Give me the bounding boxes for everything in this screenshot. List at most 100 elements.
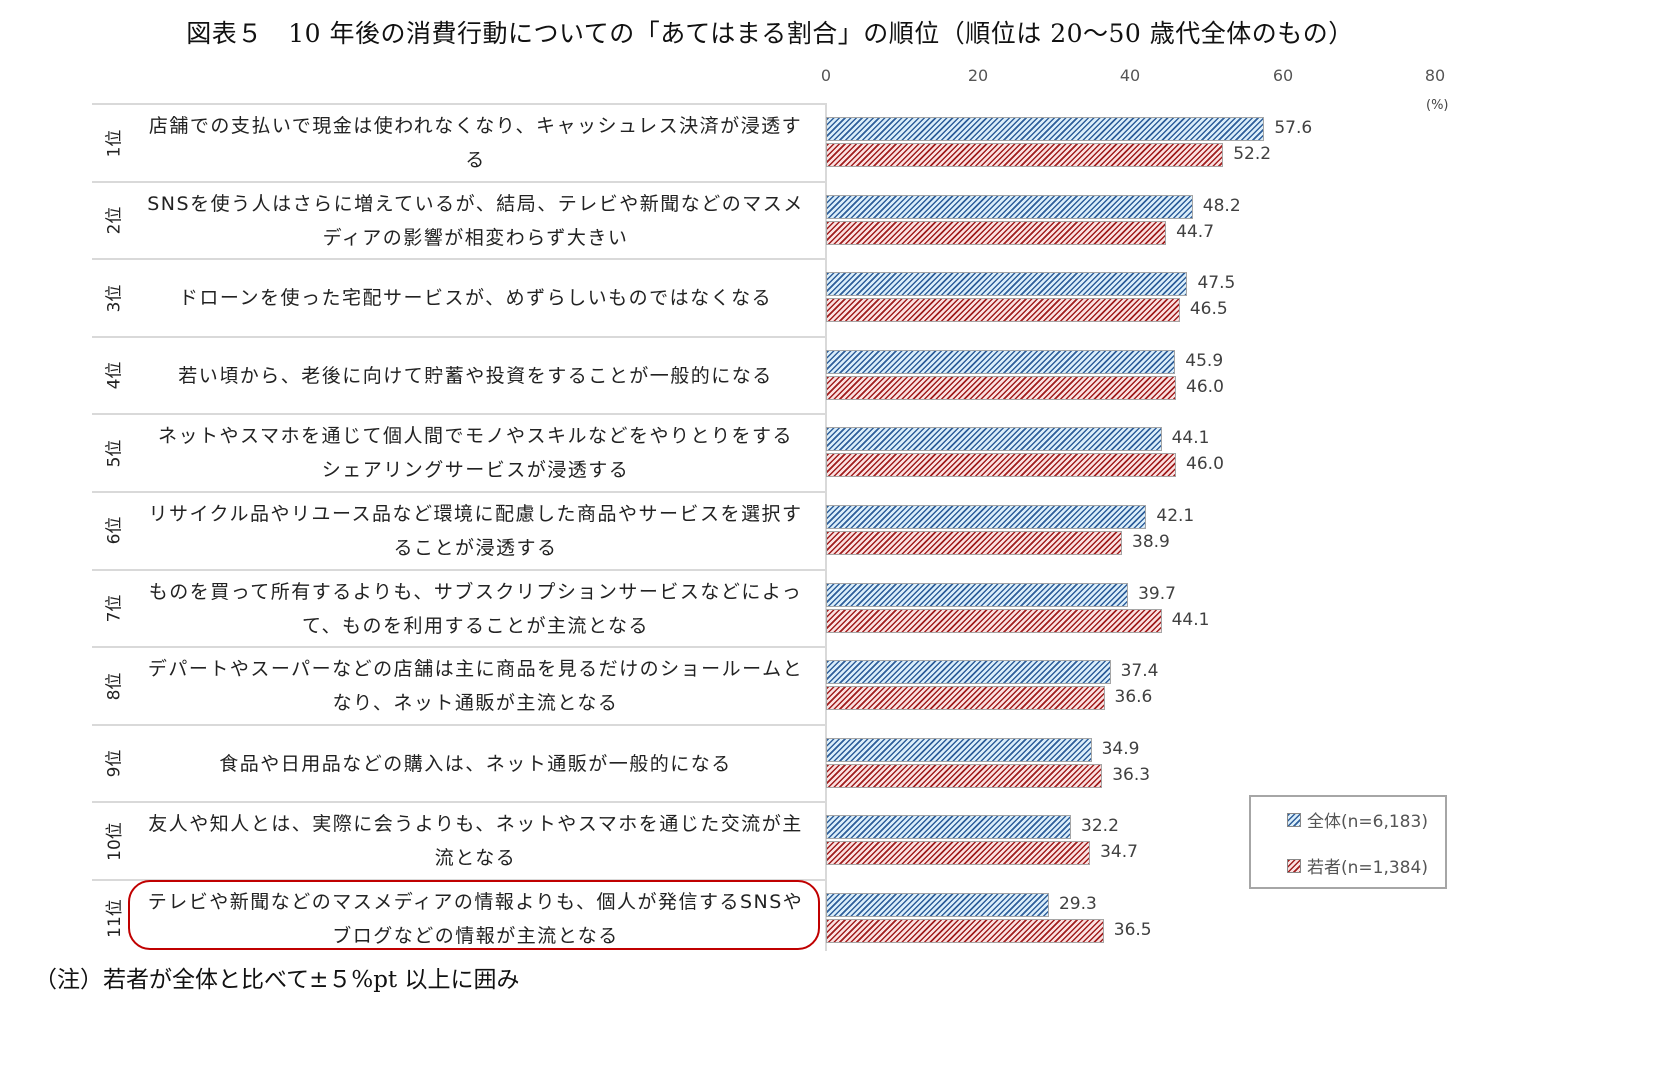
value-label-young: 38.9 (1132, 531, 1170, 552)
bar-young (826, 530, 1123, 555)
rank-label: 6位 (92, 493, 132, 569)
category-row: 6位 リサイクル品やリユース品など環境に配慮した商品やサービスを選択す ることが浸透… (92, 490, 825, 569)
legend-label-all: 全体(n=6,183) (1307, 812, 1428, 832)
legend-label-young: 若者(n=1,384) (1307, 858, 1428, 878)
value-label-young: 44.1 (1171, 609, 1210, 630)
category-row: 4位 若い頃から、老後に向けて貯蓄や投資をすることが一般的になる (92, 335, 825, 414)
category-line2: る (465, 149, 486, 171)
value-label-all: 45.9 (1185, 350, 1224, 371)
category-text: ネットやスマホを通じて個人間でモノやスキルなどをやりとりをする シェアリングサービ… (140, 415, 811, 491)
category-row: 5位 ネットやスマホを通じて個人間でモノやスキルなどをやりとりをする シェアリングサ… (92, 413, 825, 491)
rank-text: 2位 (104, 206, 125, 235)
bar-group: 34.9 36.3 (826, 724, 1466, 802)
x-tick: 80 (1424, 66, 1446, 85)
rank-text: 1位 (104, 129, 125, 157)
bar-young (826, 298, 1180, 323)
value-label-young: 36.5 (1113, 919, 1152, 940)
rank-label: 8位 (92, 648, 132, 724)
value-label-all: 57.6 (1274, 118, 1313, 138)
bar-group: 48.2 44.7 (826, 181, 1466, 259)
bar-young (826, 918, 1104, 943)
category-line1: テレビや新聞などのマスメディアの情報よりも、個人が発信するSNSや (147, 890, 804, 913)
rank-label: 5位 (92, 415, 132, 491)
legend: 全体(n=6,183) 若者(n=1,384) (1249, 795, 1447, 889)
category-text: 食品や日用品などの購入は、ネット通販が一般的になる (140, 726, 811, 802)
legend-item-all: 全体(n=6,183) (1287, 807, 1428, 832)
bar-young (826, 686, 1105, 711)
bar-young (826, 841, 1091, 866)
value-label-all: 47.5 (1197, 273, 1236, 294)
bar-all (826, 194, 1193, 219)
bar-all (826, 427, 1162, 452)
bar-all (826, 349, 1176, 374)
bar-young (826, 763, 1103, 788)
rank-text: 7位 (104, 594, 125, 623)
value-label-young: 44.7 (1176, 221, 1215, 242)
rank-label: 4位 (92, 338, 132, 414)
bar-all (826, 582, 1129, 607)
rank-text: 10位 (104, 822, 125, 861)
highlight-frame (128, 880, 820, 950)
category-text: テレビや新聞などのマスメディアの情報よりも、個人が発信するSNSや ブログなどの情… (140, 881, 811, 957)
category-line2: ることが浸透する (393, 536, 558, 559)
legend-swatch-young (1287, 858, 1301, 873)
bar-all (826, 117, 1265, 141)
bar-chart: 57.6 52.2 48.2 44.7 47.5 46.5 45.9 46.0 44.1 46.0… (826, 103, 1466, 957)
bar-all (826, 892, 1049, 917)
footnote: （注）若者が全体と比べて±５%pt 以上に囲み (34, 967, 520, 993)
bar-young (826, 453, 1177, 478)
category-line1: 食品や日用品などの購入は、ネット通販が一般的になる (219, 752, 732, 775)
bar-all (826, 272, 1188, 297)
x-tick: 20 (967, 66, 989, 85)
rank-label: 9位 (92, 726, 132, 802)
value-label-young: 34.7 (1100, 842, 1138, 863)
category-line1: 友人や知人とは、実際に会うよりも、ネットやスマホを通じた交流が主 (148, 813, 803, 836)
value-label-young: 46.0 (1186, 454, 1224, 475)
x-tick: 40 (1119, 66, 1141, 85)
bar-young (826, 143, 1224, 167)
bar-group: 29.3 36.5 (826, 879, 1466, 957)
value-label-all: 34.9 (1101, 738, 1140, 759)
category-row: 2位 SNSを使う人はさらに増えているが、結局、テレビや新聞などのマスメ ディアの影… (92, 180, 825, 259)
chart-title: 図表５ 10 年後の消費行動についての「あてはまる割合」の順位（順位は 20～5… (186, 19, 1354, 48)
category-line2: 流となる (434, 847, 517, 870)
bar-all (826, 815, 1072, 840)
category-text: デパートやスーパーなどの店舗は主に商品を見るだけのショールームと なり、ネット通販… (140, 648, 811, 724)
rank-text: 4位 (104, 361, 125, 390)
category-row: 10位 友人や知人とは、実際に会うよりも、ネットやスマホを通じた交流が主 流となる (92, 801, 825, 879)
rank-label: 10位 (92, 803, 132, 879)
category-line2: ディアの影響が相変わらず大きい (322, 226, 629, 249)
bar-group: 32.2 34.7 (826, 801, 1466, 879)
category-text: ドローンを使った宅配サービスが、めずらしいものではなくなる (140, 260, 811, 336)
value-label-all: 37.4 (1120, 661, 1159, 682)
legend-item-young: 若者(n=1,384) (1287, 853, 1428, 878)
rank-text: 5位 (104, 439, 125, 468)
category-row: 3位 ドローンを使った宅配サービスが、めずらしいものではなくなる (92, 258, 825, 336)
value-label-young: 36.6 (1114, 687, 1153, 708)
category-line2: なり、ネット通販が主流となる (332, 692, 619, 715)
category-line1: デパートやスーパーなどの店舗は主に商品を見るだけのショールームと (147, 658, 804, 681)
rank-text: 6位 (104, 517, 125, 545)
rank-text: 8位 (104, 672, 125, 701)
rank-label: 2位 (92, 183, 132, 259)
category-labels: 1位 店舗での支払いで現金は使われなくなり、キャッシュレス決済が浸透する 2位 SNS… (92, 103, 827, 951)
bar-group: 42.1 38.9 (826, 491, 1466, 569)
value-label-all: 42.1 (1156, 505, 1195, 526)
category-text: 若い頃から、老後に向けて貯蓄や投資をすることが一般的になる (140, 338, 811, 414)
category-row: 1位 店舗での支払いで現金は使われなくなり、キャッシュレス決済が浸透する (92, 103, 825, 181)
category-row: 11位 テレビや新聞などのマスメディアの情報よりも、個人が発信するSNSや ブログな… (92, 878, 825, 951)
bar-all (826, 660, 1111, 685)
category-line1: ものを買って所有するよりも、サブスクリプションサービスなどによっ (148, 580, 803, 603)
category-text: 店舗での支払いで現金は使われなくなり、キャッシュレス決済が浸透する (140, 105, 811, 181)
rank-label: 11位 (92, 881, 132, 957)
bar-group: 57.6 52.2 (826, 103, 1466, 181)
category-line1: SNSを使う人はさらに増えているが、結局、テレビや新聞などのマスメ (147, 192, 804, 215)
x-tick: 0 (820, 66, 832, 85)
rank-text: 11位 (104, 899, 125, 939)
bar-group: 39.7 44.1 (826, 569, 1466, 647)
value-label-young: 46.5 (1189, 299, 1228, 320)
category-line2: ブログなどの情報が主流となる (332, 924, 619, 947)
category-text: リサイクル品やリユース品など環境に配慮した商品やサービスを選択す ることが浸透する (140, 493, 811, 569)
value-label-young: 46.0 (1186, 376, 1224, 397)
category-line1: リサイクル品やリユース品など環境に配慮した商品やサービスを選択す (148, 502, 803, 525)
